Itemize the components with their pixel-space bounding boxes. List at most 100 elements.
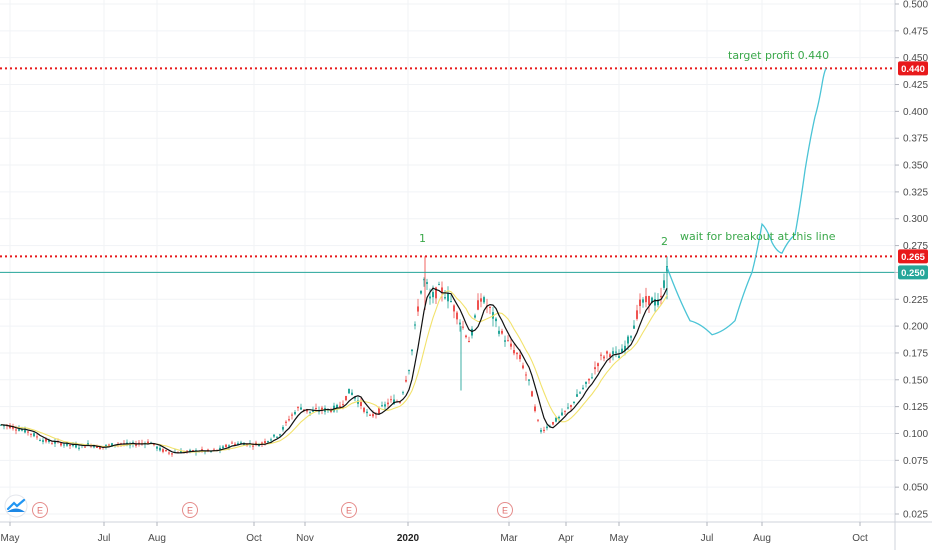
annotation-peak-1[interactable]: 1 (419, 232, 426, 245)
candle-body (162, 449, 164, 452)
y-tick-label: 0.300 (903, 214, 928, 225)
earnings-label: E (187, 505, 193, 515)
price-badges: 0.440 0.265 0.250 (898, 61, 928, 280)
candle-body (570, 405, 572, 407)
candle-body (624, 345, 626, 351)
candle-body (630, 336, 632, 338)
candle-body (408, 370, 410, 372)
candle-body (252, 445, 254, 447)
candle-body (465, 335, 467, 338)
x-tick-label: 2020 (397, 533, 420, 544)
candle-body (567, 407, 569, 409)
earnings-icon[interactable] (497, 502, 513, 518)
earnings-icon[interactable] (341, 502, 357, 518)
x-tick-label: Oct (852, 533, 868, 544)
y-tick-label: 0.225 (903, 295, 928, 306)
candle-body (243, 443, 245, 446)
candle-body (648, 296, 650, 305)
candle-body (546, 426, 548, 429)
candle-body (93, 446, 95, 448)
candle-body (39, 440, 41, 442)
candle-body (297, 407, 299, 409)
tradingview-logo-icon[interactable] (4, 494, 28, 518)
projection-drawing[interactable] (666, 68, 827, 336)
candle-body (168, 452, 170, 454)
candle-body (582, 387, 584, 389)
candle-body (456, 312, 458, 320)
candle-body (618, 355, 620, 359)
candle-body (645, 296, 647, 303)
candle-body (240, 442, 242, 444)
candle-body (219, 447, 221, 451)
candle-body (87, 443, 89, 445)
candle-body (24, 428, 26, 433)
candle-body (213, 449, 215, 451)
annotation-target-profit[interactable]: target profit 0.440 (728, 49, 829, 62)
candle-body (300, 407, 302, 410)
candle-body (450, 301, 452, 303)
candle-body (585, 381, 587, 384)
candle-body (357, 400, 359, 404)
candle-body (507, 340, 509, 342)
candle-body (363, 407, 365, 412)
earnings-label: E (37, 505, 43, 515)
candle-body (84, 446, 86, 448)
candle-body (573, 401, 575, 403)
candle-body (474, 315, 476, 318)
candle-body (480, 298, 482, 302)
candle-body (3, 425, 5, 427)
y-axis[interactable]: 0.500 0.475 0.450 0.425 0.400 0.375 0.350 0.325… (895, 0, 928, 521)
candle-body (489, 306, 491, 309)
candle-body (636, 310, 638, 319)
candle-body (522, 365, 524, 369)
y-tick-label: 0.450 (903, 53, 928, 64)
price-badge-label: 0.250 (901, 268, 925, 279)
candle-body (264, 441, 266, 444)
candle-body (267, 441, 269, 443)
candle-body (561, 412, 563, 416)
earnings-label: E (502, 505, 508, 515)
candle-body (504, 340, 506, 342)
price-badge-label: 0.440 (901, 64, 925, 75)
moving-average-black-line (0, 287, 668, 454)
candle-body (156, 446, 158, 449)
candle-body (222, 446, 224, 449)
candle-body (537, 419, 539, 421)
candle-body (369, 414, 371, 416)
candle-body (384, 404, 386, 407)
candle-body (36, 436, 38, 438)
candle-body (171, 453, 173, 455)
x-axis[interactable]: May Jul Aug Oct Nov 2020 Mar Apr May Jul Aug Oct (1, 522, 868, 544)
annotation-wait-breakout[interactable]: wait for breakout at this line (680, 230, 836, 243)
candle-body (108, 444, 110, 446)
candle-body (75, 444, 77, 448)
y-tick-label: 0.150 (903, 375, 928, 386)
candle-body (657, 299, 659, 306)
y-tick-label: 0.175 (903, 348, 928, 359)
x-tick-label: May (1, 533, 20, 544)
moving-average-yellow-line (0, 290, 668, 453)
candle-body (609, 354, 611, 358)
candle-body (99, 446, 101, 450)
candle-body (435, 287, 437, 299)
candle-body (555, 417, 557, 422)
price-badge (898, 265, 928, 280)
y-tick-label: 0.500 (903, 0, 928, 11)
candle-body (543, 429, 545, 432)
candle-body (348, 388, 350, 394)
candle-body (210, 451, 212, 453)
candle-series (0, 256, 668, 457)
candle-body (336, 404, 338, 410)
earnings-icon[interactable] (182, 502, 198, 518)
candle-body (552, 421, 554, 425)
candle-body (471, 328, 473, 336)
candle-body (621, 348, 623, 353)
annotation-peak-2[interactable]: 2 (661, 235, 668, 248)
candle-body (228, 445, 230, 447)
candle-body (51, 443, 53, 445)
earnings-icon[interactable] (32, 502, 48, 518)
candle-body (330, 410, 332, 412)
candle-body (393, 399, 395, 405)
